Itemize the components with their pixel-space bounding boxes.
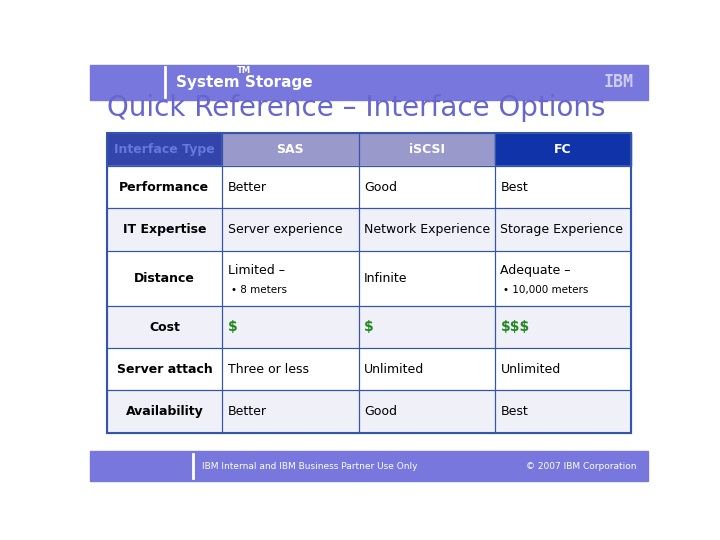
Text: Good: Good: [364, 181, 397, 194]
Bar: [222, 251, 359, 306]
Bar: [107, 251, 222, 306]
Text: Adequate –: Adequate –: [500, 264, 571, 276]
Bar: [495, 348, 631, 390]
Bar: [107, 166, 222, 208]
Text: Infinite: Infinite: [364, 272, 408, 285]
Bar: [359, 251, 495, 306]
Bar: [359, 306, 495, 348]
Bar: [495, 133, 631, 166]
Bar: [107, 306, 222, 348]
Text: System Storage: System Storage: [176, 75, 313, 90]
Text: iSCSI: iSCSI: [409, 143, 445, 156]
Bar: [495, 390, 631, 433]
Bar: [107, 133, 222, 166]
Text: Cost: Cost: [149, 321, 180, 334]
Text: $$$: $$$: [500, 320, 530, 334]
Bar: [107, 306, 222, 348]
Bar: [495, 251, 631, 306]
Text: Unlimited: Unlimited: [500, 363, 561, 376]
Bar: [222, 348, 359, 390]
Text: Three or less: Three or less: [228, 363, 309, 376]
Bar: [359, 208, 495, 251]
Text: Good: Good: [364, 405, 397, 418]
Bar: [222, 306, 359, 348]
Bar: [222, 390, 359, 433]
Text: Server attach: Server attach: [117, 363, 212, 376]
Bar: [359, 166, 495, 208]
Bar: [359, 348, 495, 390]
Bar: [222, 166, 359, 208]
Bar: [90, 65, 648, 100]
Bar: [222, 306, 359, 348]
Text: Quick Reference – Interface Options: Quick Reference – Interface Options: [107, 94, 606, 123]
Bar: [107, 208, 222, 251]
Bar: [90, 451, 648, 481]
Bar: [222, 208, 359, 251]
Text: FC: FC: [554, 143, 572, 156]
Bar: [359, 133, 495, 166]
Bar: [107, 348, 222, 390]
Text: IBM Internal and IBM Business Partner Use Only: IBM Internal and IBM Business Partner Us…: [202, 462, 417, 470]
Bar: [222, 208, 359, 251]
Text: Performance: Performance: [120, 181, 210, 194]
Bar: [107, 133, 222, 166]
Text: © 2007 IBM Corporation: © 2007 IBM Corporation: [526, 462, 637, 470]
Text: TM: TM: [237, 66, 251, 75]
Text: Server experience: Server experience: [228, 223, 342, 236]
Bar: [495, 251, 631, 306]
Bar: [359, 208, 495, 251]
Text: Distance: Distance: [134, 272, 195, 285]
Text: Best: Best: [500, 405, 528, 418]
Bar: [359, 166, 495, 208]
Text: Interface Type: Interface Type: [114, 143, 215, 156]
Text: IT Expertise: IT Expertise: [122, 223, 206, 236]
Bar: [495, 348, 631, 390]
Text: Network Experience: Network Experience: [364, 223, 490, 236]
Bar: [107, 390, 222, 433]
Bar: [495, 208, 631, 251]
Bar: [495, 390, 631, 433]
Bar: [359, 133, 495, 166]
Bar: [495, 306, 631, 348]
Bar: [495, 208, 631, 251]
Bar: [359, 306, 495, 348]
Text: Availability: Availability: [125, 405, 203, 418]
Text: Unlimited: Unlimited: [364, 363, 424, 376]
Bar: [107, 166, 222, 208]
Bar: [107, 133, 631, 433]
Bar: [359, 390, 495, 433]
Text: Limited –: Limited –: [228, 264, 284, 276]
Text: • 10,000 meters: • 10,000 meters: [503, 286, 589, 295]
Text: Best: Best: [500, 181, 528, 194]
Bar: [222, 133, 359, 166]
Bar: [222, 251, 359, 306]
Text: Better: Better: [228, 181, 266, 194]
Bar: [107, 208, 222, 251]
Text: $: $: [228, 320, 238, 334]
Bar: [222, 348, 359, 390]
Bar: [222, 133, 359, 166]
Text: SAS: SAS: [276, 143, 304, 156]
Text: Better: Better: [228, 405, 266, 418]
Bar: [222, 390, 359, 433]
Text: • 8 meters: • 8 meters: [230, 286, 287, 295]
Text: Storage Experience: Storage Experience: [500, 223, 624, 236]
Bar: [359, 390, 495, 433]
Bar: [495, 306, 631, 348]
Text: IBM: IBM: [604, 73, 634, 91]
Bar: [359, 348, 495, 390]
Text: $: $: [364, 320, 374, 334]
Bar: [107, 390, 222, 433]
Bar: [495, 166, 631, 208]
Bar: [495, 133, 631, 166]
Bar: [222, 166, 359, 208]
Bar: [359, 251, 495, 306]
Bar: [107, 251, 222, 306]
Bar: [495, 166, 631, 208]
Bar: [107, 348, 222, 390]
